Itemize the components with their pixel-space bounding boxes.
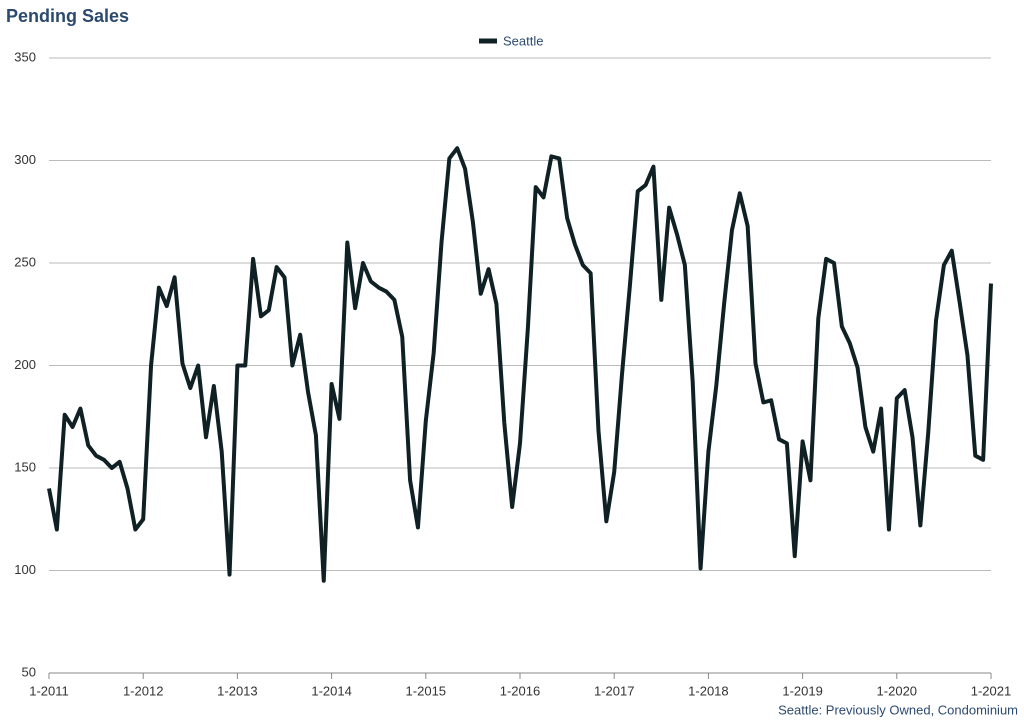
x-tick-label: 1-2020 bbox=[877, 683, 917, 698]
y-tick-label: 250 bbox=[14, 254, 36, 269]
y-tick-label: 350 bbox=[14, 49, 36, 64]
x-tick-label: 1-2014 bbox=[311, 683, 351, 698]
x-tick-label: 1-2011 bbox=[29, 683, 69, 698]
x-tick-label: 1-2017 bbox=[594, 683, 634, 698]
x-tick-label: 1-2021 bbox=[971, 683, 1011, 698]
y-tick-label: 200 bbox=[14, 357, 36, 372]
footnote: Seattle: Previously Owned, Condominium bbox=[778, 702, 1018, 717]
chart-title: Pending Sales bbox=[6, 6, 129, 26]
x-tick-label: 1-2013 bbox=[217, 683, 257, 698]
line bbox=[47, 146, 993, 583]
y-tick-label: 50 bbox=[22, 664, 36, 679]
x-tick-label: 1-2016 bbox=[500, 683, 540, 698]
x-tick-label: 1-2019 bbox=[782, 683, 822, 698]
y-tick-label: 300 bbox=[14, 152, 36, 167]
y-tick-label: 100 bbox=[14, 562, 36, 577]
legend-label: Seattle bbox=[503, 33, 543, 48]
x-tick-label: 1-2018 bbox=[688, 683, 728, 698]
x-tick-label: 1-2015 bbox=[406, 683, 446, 698]
x-tick-label: 1-2012 bbox=[123, 683, 163, 698]
y-tick-label: 150 bbox=[14, 459, 36, 474]
